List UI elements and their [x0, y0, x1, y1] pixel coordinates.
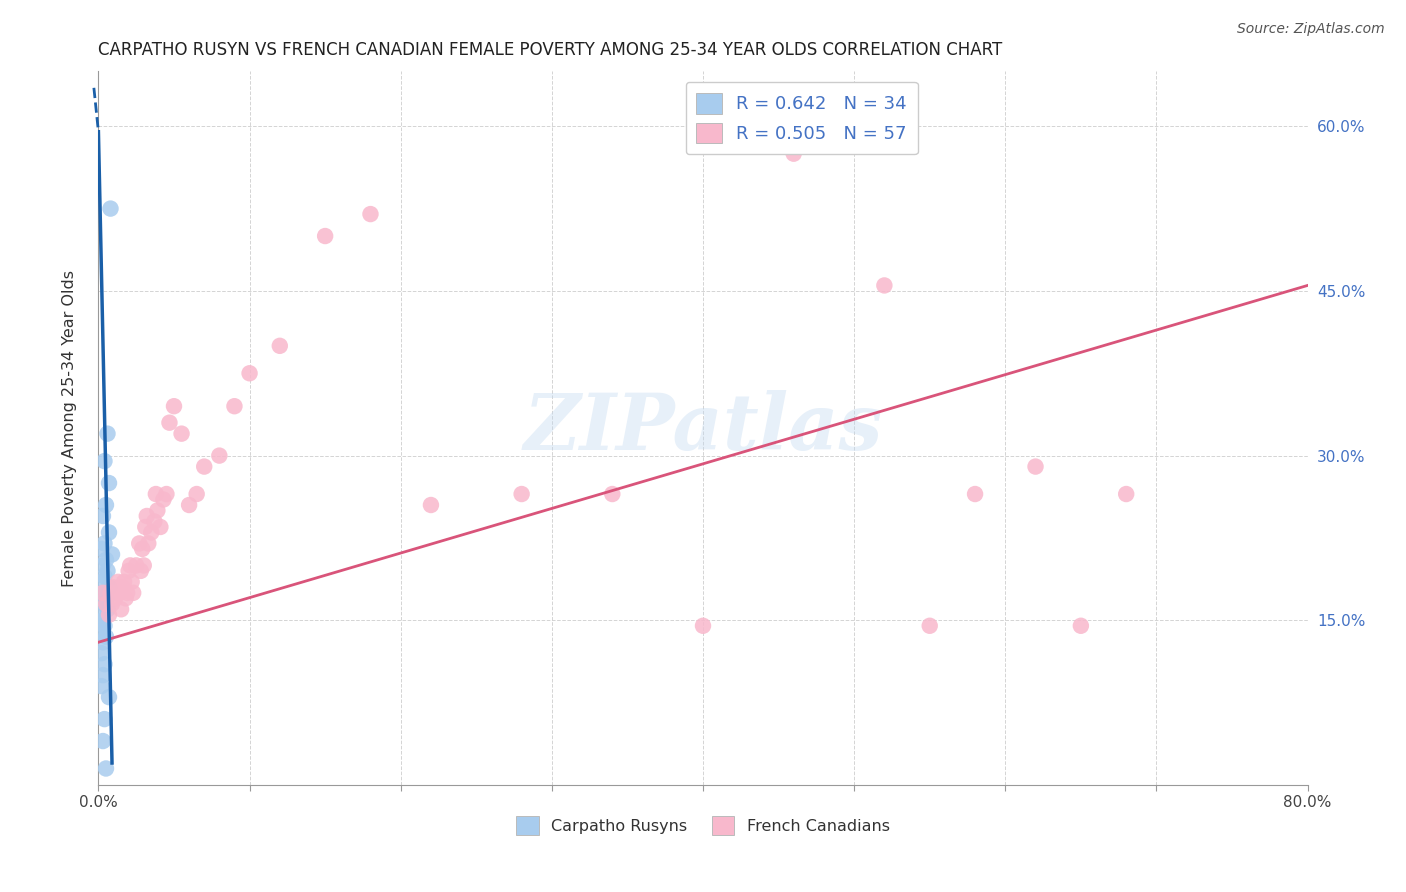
Point	[193, 459, 215, 474]
Point	[90, 679, 112, 693]
Point	[93, 536, 115, 550]
Point	[103, 580, 125, 594]
Point	[239, 366, 262, 380]
Point	[1024, 459, 1046, 474]
Point	[94, 597, 117, 611]
Point	[360, 207, 382, 221]
Point	[91, 734, 114, 748]
Point	[91, 586, 114, 600]
Point	[783, 146, 806, 161]
Point	[96, 426, 118, 441]
Text: ZIPatlas: ZIPatlas	[523, 390, 883, 467]
Point	[269, 339, 291, 353]
Point	[94, 762, 117, 776]
Point	[100, 202, 122, 216]
Point	[90, 541, 112, 556]
Point	[179, 498, 201, 512]
Point	[91, 508, 114, 523]
Point	[224, 399, 246, 413]
Point	[94, 498, 117, 512]
Point	[98, 690, 121, 705]
Point	[110, 602, 132, 616]
Point	[1115, 487, 1137, 501]
Point	[170, 426, 193, 441]
Point	[108, 586, 131, 600]
Point	[93, 454, 115, 468]
Point	[602, 487, 624, 501]
Point	[121, 574, 143, 589]
Legend: Carpatho Rusyns, French Canadians: Carpatho Rusyns, French Canadians	[510, 810, 896, 841]
Point	[101, 597, 124, 611]
Point	[132, 558, 155, 573]
Point	[118, 564, 141, 578]
Point	[98, 580, 121, 594]
Point	[107, 574, 129, 589]
Point	[91, 558, 114, 573]
Point	[149, 520, 172, 534]
Point	[873, 278, 896, 293]
Point	[94, 553, 117, 567]
Point	[135, 508, 157, 523]
Text: Source: ZipAtlas.com: Source: ZipAtlas.com	[1237, 22, 1385, 37]
Point	[91, 613, 114, 627]
Point	[131, 541, 153, 556]
Point	[152, 492, 174, 507]
Point	[128, 536, 150, 550]
Point	[101, 548, 124, 562]
Point	[186, 487, 208, 501]
Point	[91, 635, 114, 649]
Point	[145, 487, 167, 501]
Point	[90, 607, 112, 622]
Point	[98, 607, 121, 622]
Point	[146, 503, 169, 517]
Point	[93, 569, 115, 583]
Point	[104, 591, 127, 606]
Point	[965, 487, 987, 501]
Point	[91, 586, 114, 600]
Point	[136, 536, 159, 550]
Point	[90, 624, 112, 639]
Point	[93, 619, 115, 633]
Text: CARPATHO RUSYN VS FRENCH CANADIAN FEMALE POVERTY AMONG 25-34 YEAR OLDS CORRELATI: CARPATHO RUSYN VS FRENCH CANADIAN FEMALE…	[98, 41, 1002, 59]
Point	[314, 229, 336, 244]
Point	[105, 586, 128, 600]
Point	[94, 591, 117, 606]
Point	[114, 591, 136, 606]
Point	[115, 586, 138, 600]
Point	[98, 525, 121, 540]
Point	[134, 520, 156, 534]
Point	[420, 498, 443, 512]
Point	[129, 564, 152, 578]
Point	[208, 449, 231, 463]
Point	[159, 416, 181, 430]
Point	[96, 564, 118, 578]
Point	[93, 597, 115, 611]
Point	[120, 558, 142, 573]
Point	[155, 487, 177, 501]
Point	[91, 668, 114, 682]
Point	[94, 630, 117, 644]
Point	[918, 619, 941, 633]
Point	[90, 646, 112, 660]
Point	[93, 712, 115, 726]
Point	[93, 657, 115, 672]
Point	[96, 602, 118, 616]
Point	[510, 487, 533, 501]
Point	[143, 515, 166, 529]
Point	[90, 574, 112, 589]
Point	[125, 558, 148, 573]
Point	[111, 580, 134, 594]
Point	[98, 476, 121, 491]
Point	[1070, 619, 1092, 633]
Point	[100, 586, 122, 600]
Point	[692, 619, 714, 633]
Point	[163, 399, 186, 413]
Point	[141, 525, 163, 540]
Point	[112, 574, 135, 589]
Y-axis label: Female Poverty Among 25-34 Year Olds: Female Poverty Among 25-34 Year Olds	[62, 269, 77, 587]
Point	[122, 586, 145, 600]
